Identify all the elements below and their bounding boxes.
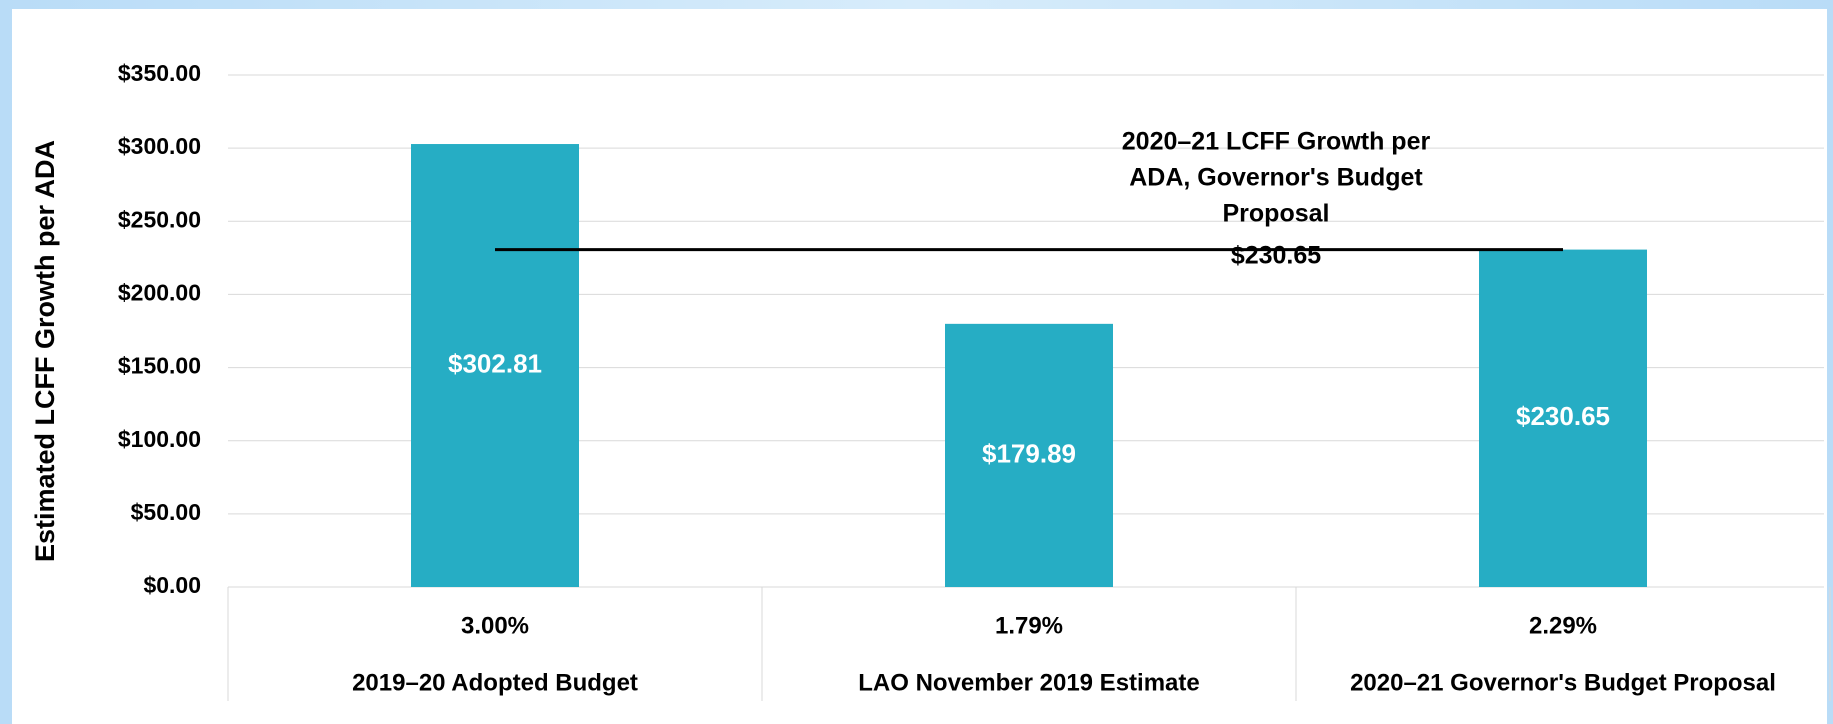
y-tick-label: $100.00 (118, 426, 201, 452)
y-tick-label: $150.00 (118, 353, 201, 379)
y-axis-label: Estimated LCFF Growth per ADA (30, 140, 60, 562)
annotation: 2020–21 LCFF Growth per (1122, 128, 1431, 156)
value-label: $302.81 (448, 348, 542, 378)
y-tick-label: $0.00 (143, 572, 201, 598)
y-tick-label: $300.00 (118, 133, 201, 159)
bar (411, 144, 579, 587)
y-tick-label: $50.00 (131, 499, 201, 525)
value-label: $230.65 (1516, 401, 1610, 431)
y-tick-label: $200.00 (118, 280, 201, 306)
x-tick-label: LAO November 2019 Estimate (858, 669, 1199, 696)
annotation-value: $230.65 (1231, 242, 1321, 270)
annotation: Proposal (1223, 200, 1330, 228)
bar (1479, 249, 1647, 588)
growth-rate-label: 3.00% (461, 612, 529, 639)
bar (945, 323, 1113, 587)
x-tick-label: 2020–21 Governor's Budget Proposal (1350, 669, 1776, 696)
growth-rate-label: 1.79% (995, 612, 1063, 639)
growth-rate-label: 2.29% (1529, 612, 1597, 639)
x-tick-label: 2019–20 Adopted Budget (352, 669, 638, 696)
value-label: $179.89 (982, 438, 1076, 468)
y-tick-label: $250.00 (118, 206, 201, 232)
annotation: ADA, Governor's Budget (1129, 164, 1423, 192)
y-tick-label: $350.00 (118, 60, 201, 86)
